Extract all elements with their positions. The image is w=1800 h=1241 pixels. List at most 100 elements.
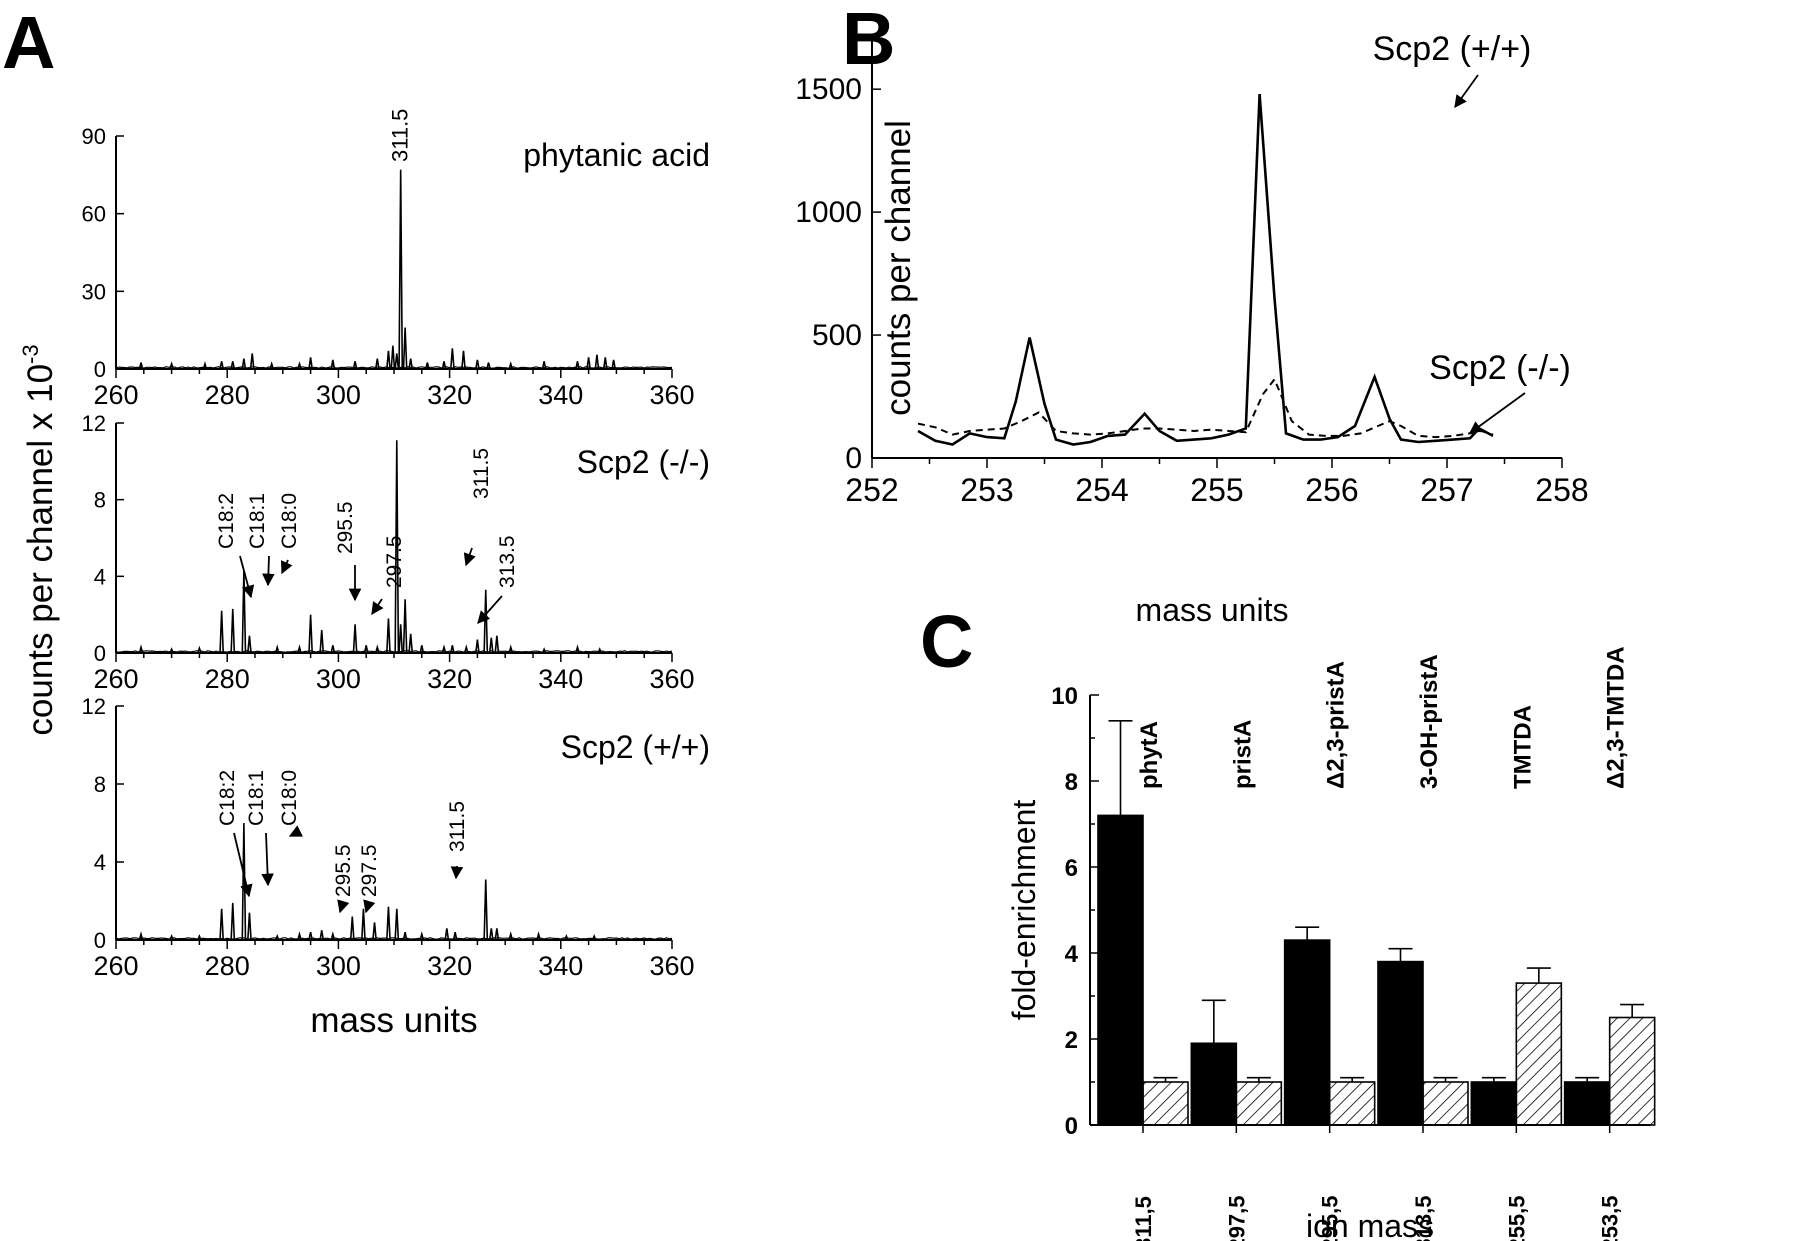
peak: [483, 879, 489, 941]
annotation-arrow: [477, 595, 503, 624]
x-tick-label: 340: [538, 664, 583, 694]
panel-c-bar: [1142, 1081, 1189, 1126]
panel-b-label-ko-arrow: [1468, 392, 1526, 434]
peak: [575, 644, 580, 654]
peak: [402, 327, 408, 370]
peak: [488, 928, 494, 941]
x-tick-label: 260: [93, 951, 138, 981]
subplot-label: Scp2 (+/+): [561, 729, 710, 765]
peak: [424, 362, 430, 370]
y-tick-label: 30: [82, 279, 106, 304]
panel-a-subplot-3: 0 4 8 12 260 280 300 320 340 360 Scp2 (+/+): [82, 694, 710, 981]
x-tick-label: 360: [649, 951, 694, 981]
peak: [197, 645, 202, 654]
panel-b-y-tick-label: 1000: [795, 196, 862, 229]
peak: [249, 353, 255, 370]
peak-annotation: 297.5: [358, 844, 381, 897]
peak: [352, 624, 358, 654]
x-tick-label: 300: [316, 951, 361, 981]
peak: [444, 928, 450, 941]
peak: [241, 570, 247, 654]
peak: [197, 933, 202, 941]
annotation-arrow: [262, 555, 275, 587]
panel-c-bar: [1283, 939, 1331, 1126]
peak: [352, 361, 358, 370]
annotation-arrow: [281, 559, 293, 575]
panel-c-bar: [1190, 1042, 1238, 1126]
annotation-arrow: [363, 899, 376, 914]
panel-b-series-1: [917, 94, 1494, 446]
peak: [564, 933, 569, 941]
panel-b-label-wt-arrow: [1454, 74, 1479, 109]
peak: [386, 350, 391, 370]
annotation-arrow: [288, 825, 303, 837]
peak: [386, 906, 391, 941]
peak: [488, 637, 494, 654]
peak: [602, 357, 608, 370]
annotation-arrow: [233, 832, 253, 898]
peak: [390, 345, 396, 370]
panel-c-bar: [1515, 982, 1563, 1126]
peak: [541, 361, 547, 370]
peak: [230, 902, 236, 941]
peak: [219, 610, 225, 654]
peak: [308, 614, 313, 654]
panel-c-compound-label: 3-OH-pristA: [1416, 654, 1443, 789]
x-tick-label: 300: [316, 380, 361, 410]
peak: [402, 932, 408, 941]
peak: [297, 361, 302, 370]
y-axis-label-text: counts per channel x 10: [21, 364, 60, 736]
panel-b-x-tick-label: 258: [1535, 472, 1588, 508]
x-tick-label: 280: [205, 951, 250, 981]
peak: [274, 933, 280, 941]
panel-c-bar: [1235, 1081, 1283, 1126]
peak: [508, 931, 514, 941]
y-tick-label: 12: [82, 694, 106, 719]
peak: [319, 629, 325, 654]
panel-c-bar: [1422, 1081, 1469, 1126]
peak-annotation: 311.5: [446, 801, 469, 852]
peak: [169, 647, 174, 654]
peak: [386, 618, 391, 654]
peak: [398, 624, 404, 654]
panel-b-x-tick-label: 255: [1190, 472, 1243, 508]
y-axis-label-exponent: -3: [18, 344, 43, 364]
y-axis-label: counts per channel x 10-3: [18, 344, 60, 735]
x-tick-label: 340: [538, 380, 583, 410]
peak: [398, 169, 404, 370]
panel-c-x-axis-label: ion mass: [1306, 1208, 1434, 1241]
peak-annotation: 297.5: [383, 535, 406, 588]
panel-c-y-axis-label: fold-enrichment: [1006, 800, 1042, 1021]
peak-annotation: C18:2: [216, 770, 239, 826]
peak: [419, 645, 425, 654]
x-tick-label: 280: [205, 380, 250, 410]
peak-annotation: 295.5: [332, 844, 355, 897]
panel-c-y-tick-label: 0: [1065, 1113, 1078, 1140]
peak: [449, 645, 455, 654]
panel-c-bar: [1563, 1081, 1611, 1126]
peak: [475, 359, 480, 370]
peak: [575, 361, 580, 370]
x-tick-label: 360: [649, 380, 694, 410]
panel-a-subplot-1: 0 30 60 90 260 280 300 320 340 360 phytanic acid: [82, 124, 710, 410]
x-tick-label: 260: [93, 664, 138, 694]
peak-annotation: C18:2: [215, 493, 238, 549]
peak: [269, 361, 275, 370]
panel-a-subplot-2: 0 4 8 12 260 280 300 320 340 360 Scp2 (-/-): [82, 411, 710, 694]
panel-b-x-tick-label: 257: [1420, 472, 1473, 508]
panel-c-category-label: 295,5: [1318, 1195, 1343, 1241]
peak: [241, 358, 247, 370]
peak-annotation: 313.5: [496, 535, 519, 588]
annotation-arrow: [450, 865, 464, 880]
peak: [374, 644, 380, 654]
panel-c-compound-label: Δ2,3-TMTDA: [1603, 646, 1630, 789]
peak: [363, 645, 369, 654]
panel-c-compound-label: TMTDA: [1509, 705, 1536, 789]
peak-annotation: C18:1: [245, 770, 268, 826]
panel-c-bar: [1097, 814, 1144, 1126]
x-tick-label: 360: [649, 664, 694, 694]
panel-letter-a: A: [2, 1, 56, 84]
panel-c-bar: [1377, 960, 1424, 1126]
peak: [541, 647, 547, 654]
peak: [230, 361, 236, 370]
